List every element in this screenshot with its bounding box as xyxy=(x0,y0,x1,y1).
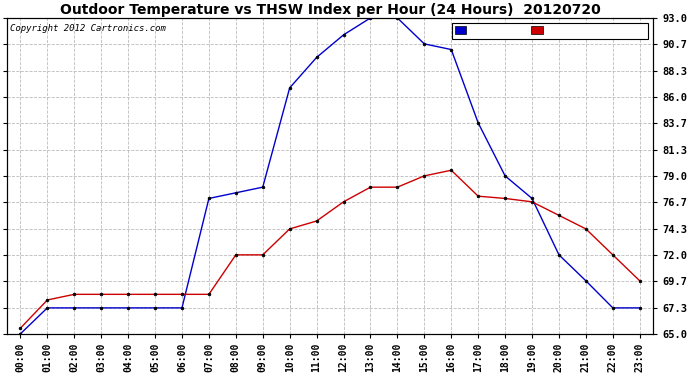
Text: Copyright 2012 Cartronics.com: Copyright 2012 Cartronics.com xyxy=(10,24,166,33)
Legend: THSW  (°F), Temperature  (°F): THSW (°F), Temperature (°F) xyxy=(452,23,649,39)
Title: Outdoor Temperature vs THSW Index per Hour (24 Hours)  20120720: Outdoor Temperature vs THSW Index per Ho… xyxy=(60,3,600,17)
